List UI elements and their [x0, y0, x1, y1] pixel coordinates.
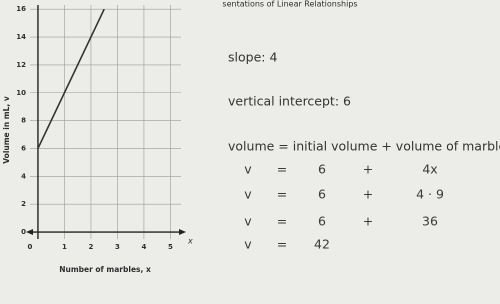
equation-term: v [244, 187, 252, 202]
y-tick-label: 14 [16, 33, 26, 41]
equation-term: 6 [318, 187, 326, 202]
equation-term: v [244, 162, 252, 177]
data-line [37, 8, 105, 149]
equation-term: + [363, 162, 373, 177]
equation-term: = [277, 214, 287, 229]
equation-term: 42 [314, 237, 330, 252]
x-tick-label: 5 [168, 243, 173, 251]
x-tick-label: 0 [28, 243, 33, 251]
y-tick-label: 2 [21, 200, 26, 208]
equation-term: 4x [422, 162, 437, 177]
y-tick-label: 4 [21, 172, 26, 180]
y-tick-label: 8 [21, 117, 26, 125]
equation-term: = [277, 237, 287, 252]
y-tick-label: 16 [16, 5, 26, 13]
equation-term: 36 [422, 214, 438, 229]
x-tick-label: 2 [88, 243, 93, 251]
formula-note: volume = initial volume + volume of marb… [228, 139, 500, 154]
y-tick-label: 0 [21, 228, 26, 236]
y-tick-label: 12 [16, 61, 26, 69]
equation-term: 6 [318, 162, 326, 177]
equation-term: 4 · 9 [416, 187, 444, 202]
y-tick-label: 6 [21, 144, 26, 152]
equation-term: + [363, 214, 373, 229]
equation-term: = [277, 187, 287, 202]
x-arrow [179, 229, 186, 236]
equation-term: v [244, 237, 252, 252]
x-tick-label: 1 [62, 243, 67, 251]
y-axis-label: Volume in mL, v [2, 96, 11, 164]
x-axis-label: Number of marbles, x [59, 265, 151, 274]
x-arrow [26, 229, 33, 236]
x-tick-label: 4 [141, 243, 146, 251]
slope-note: slope: 4 [228, 50, 277, 65]
equation-term: + [363, 187, 373, 202]
video-title: sentations of Linear Relationships [222, 0, 357, 9]
intercept-note: vertical intercept: 6 [228, 94, 351, 109]
y-tick-label: 10 [16, 89, 26, 97]
equation-term: 6 [318, 214, 326, 229]
x-tick-label: 3 [115, 243, 120, 251]
equation-term: = [277, 162, 287, 177]
equation-term: v [244, 214, 252, 229]
x-arrow-label: x [187, 237, 193, 246]
